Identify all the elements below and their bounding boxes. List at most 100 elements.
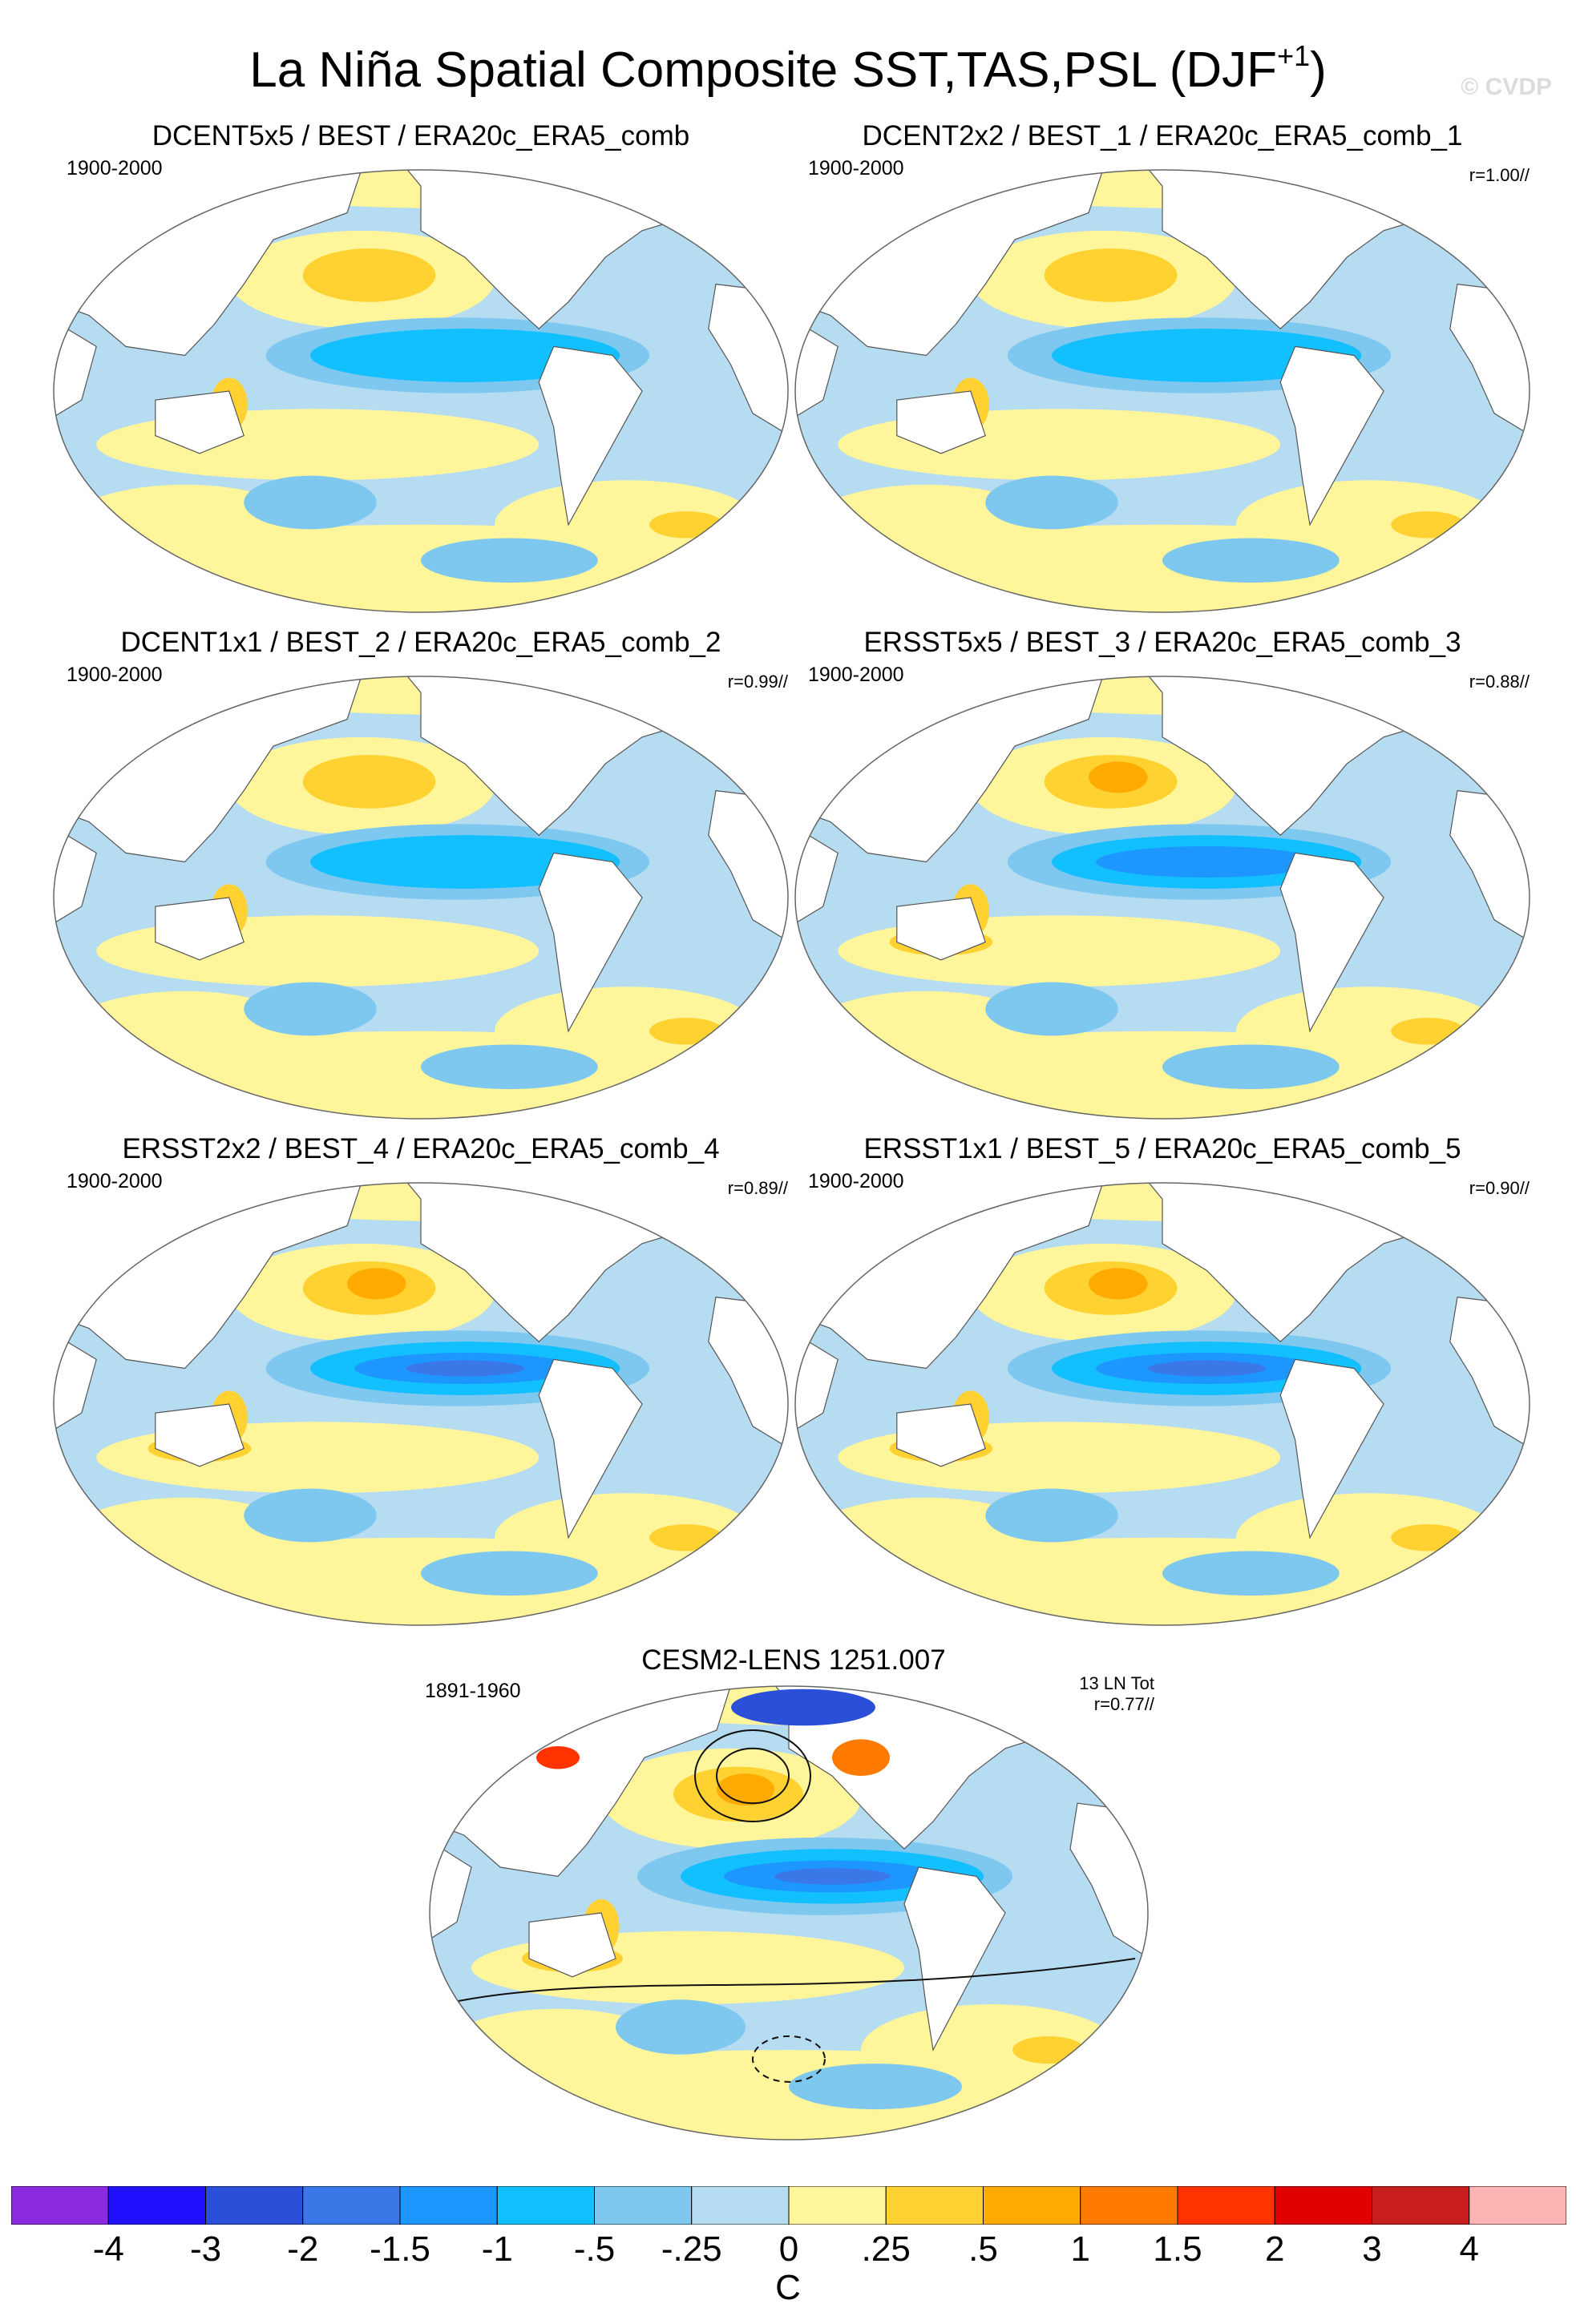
figure-title-main: La Niña Spatial Composite SST,TAS,PSL (D… bbox=[249, 42, 1278, 98]
southern-ocean-cool bbox=[789, 2064, 962, 2110]
colorbar-tick-labels: -4 -3 -2 -1.5 -1 -.5 -.25 0 .25 .5 1 1.5 2 3 4 bbox=[11, 2229, 1566, 2270]
world-map bbox=[53, 1182, 789, 1626]
colorbar-swatch bbox=[885, 2186, 984, 2225]
australia-land bbox=[155, 1403, 244, 1467]
south-atlantic-core bbox=[1391, 511, 1465, 539]
panel-correlation: r=0.77// bbox=[1093, 1694, 1154, 1714]
greenland-land bbox=[1004, 1686, 1093, 1731]
africa-west-land bbox=[795, 1331, 839, 1432]
greenland-land bbox=[641, 1183, 732, 1227]
cold-tongue-strongest bbox=[774, 1868, 890, 1885]
cvdp-watermark: © CVDP bbox=[1461, 74, 1552, 100]
world-map bbox=[53, 676, 789, 1120]
map-outline bbox=[794, 169, 1530, 613]
map-panel-ersst2x2: ERSST2x2 / BEST_4 / ERA20c_ERA5_comb_4 1… bbox=[52, 1132, 790, 1644]
colorbar-unit: C bbox=[775, 2268, 801, 2307]
panel-period: 1891-1960 bbox=[425, 1680, 521, 1702]
south-pacific-cool bbox=[616, 1999, 746, 2055]
africa-west-land bbox=[795, 825, 839, 926]
north-america-warm-land bbox=[832, 1739, 890, 1776]
map-outline bbox=[794, 676, 1530, 1120]
greenland-land bbox=[1382, 170, 1473, 214]
southern-ocean-cool bbox=[421, 538, 598, 583]
world-map bbox=[794, 169, 1530, 613]
colorbar-swatch bbox=[11, 2186, 109, 2225]
south-america-land bbox=[1279, 852, 1384, 1033]
world-map bbox=[53, 169, 789, 613]
colorbar-tick-label: 3 bbox=[1362, 2229, 1382, 2269]
cold-tongue-core bbox=[1096, 846, 1318, 878]
greenland-land bbox=[641, 676, 732, 720]
south-america-land bbox=[1279, 1358, 1384, 1539]
north-pacific-core bbox=[302, 248, 436, 302]
colorbar-tick-label: 1 bbox=[1070, 2229, 1090, 2269]
colorbar-tick-label: -.25 bbox=[661, 2229, 722, 2269]
colorbar-swatch bbox=[1080, 2186, 1178, 2225]
colorbar-swatch bbox=[302, 2186, 401, 2225]
world-map bbox=[794, 676, 1530, 1120]
africa-west-land bbox=[54, 825, 97, 926]
colorbar-swatch bbox=[205, 2186, 304, 2225]
panel-note: 13 LN Tot r=0.77// bbox=[1079, 1673, 1154, 1715]
colorbar-tick-label: .25 bbox=[861, 2229, 911, 2269]
panel-period: 1900-2000 bbox=[67, 157, 163, 180]
south-pacific-cool bbox=[985, 1488, 1118, 1543]
cold-tongue-strongest bbox=[1147, 1360, 1266, 1377]
panel-title: DCENT1x1 / BEST_2 / ERA20c_ERA5_comb_2 bbox=[120, 627, 721, 658]
colorbar-tick-label: 1.5 bbox=[1153, 2229, 1202, 2269]
north-pacific-strong-core bbox=[347, 1268, 406, 1300]
south-america-land bbox=[538, 1358, 643, 1539]
colorbar-swatch bbox=[1177, 2186, 1275, 2225]
greenland-land bbox=[641, 170, 732, 214]
south-atlantic-core bbox=[1012, 2036, 1085, 2064]
map-panel-dcent5x5: DCENT5x5 / BEST / ERA20c_ERA5_comb 1900-… bbox=[52, 119, 790, 631]
panel-period: 1900-2000 bbox=[67, 664, 163, 686]
southern-ocean-cool bbox=[421, 1044, 598, 1090]
colorbar-tick-label: -2 bbox=[287, 2229, 319, 2269]
south-atlantic-core bbox=[649, 1018, 724, 1045]
map-panel-dcent2x2: DCENT2x2 / BEST_1 / ERA20c_ERA5_comb_1 1… bbox=[794, 119, 1531, 631]
map-panel-dcent1x1: DCENT1x1 / BEST_2 / ERA20c_ERA5_comb_2 1… bbox=[52, 625, 790, 1138]
south-atlantic-core bbox=[649, 1524, 724, 1551]
colorbar-tick-label: 2 bbox=[1265, 2229, 1285, 2269]
panel-period: 1900-2000 bbox=[808, 157, 904, 180]
colorbar-tick-label: -.5 bbox=[573, 2229, 616, 2269]
figure-title-close: ) bbox=[1310, 42, 1327, 98]
map-outline bbox=[794, 1182, 1530, 1626]
colorbar-swatch bbox=[399, 2186, 498, 2225]
colorbar-swatch bbox=[496, 2186, 595, 2225]
map-panel-cesm2-lens: CESM2-LENS 1251.007 1891-1960 13 LN Tot … bbox=[417, 1643, 1170, 2156]
panel-correlation: r=0.89// bbox=[727, 1178, 788, 1198]
greenland-land bbox=[1382, 676, 1473, 720]
colorbar-swatch bbox=[983, 2186, 1081, 2225]
panel-period: 1900-2000 bbox=[808, 1170, 904, 1192]
south-america-land bbox=[538, 345, 643, 527]
colorbar-tick-label: -3 bbox=[189, 2229, 222, 2269]
south-america-land bbox=[1279, 345, 1384, 527]
panel-period: 1900-2000 bbox=[808, 664, 904, 686]
south-atlantic-core bbox=[1391, 1018, 1465, 1045]
australia-land bbox=[896, 897, 986, 961]
south-america-land bbox=[903, 1866, 1006, 2052]
panel-period: 1900-2000 bbox=[67, 1170, 163, 1192]
colorbar-swatch bbox=[788, 2186, 887, 2225]
panel-correlation: r=0.99// bbox=[727, 672, 788, 692]
figure-title: La Niña Spatial Composite SST,TAS,PSL (D… bbox=[0, 24, 1576, 103]
map-outline bbox=[429, 1685, 1149, 2140]
south-pacific-cool bbox=[985, 982, 1118, 1036]
panel-title: ERSST5x5 / BEST_3 / ERA20c_ERA5_comb_3 bbox=[863, 627, 1461, 658]
panel-correlation: r=1.00// bbox=[1469, 165, 1530, 185]
cold-tongue-mid bbox=[1052, 329, 1362, 382]
africa-west-land bbox=[54, 1331, 97, 1432]
map-panel-ersst1x1: ERSST1x1 / BEST_5 / ERA20c_ERA5_comb_5 1… bbox=[794, 1132, 1531, 1644]
north-pacific-core bbox=[1044, 248, 1178, 302]
south-pacific-cool bbox=[244, 982, 377, 1036]
southern-ocean-cool bbox=[1162, 538, 1340, 583]
australia-land bbox=[155, 897, 244, 961]
psl-contour bbox=[694, 1729, 811, 1822]
panel-correlation: r=0.88// bbox=[1469, 672, 1530, 692]
africa-west-land bbox=[430, 1838, 472, 1942]
figure-title-superscript: +1 bbox=[1277, 39, 1311, 72]
world-map bbox=[429, 1685, 1149, 2140]
colorbar-swatch bbox=[1372, 2186, 1470, 2225]
